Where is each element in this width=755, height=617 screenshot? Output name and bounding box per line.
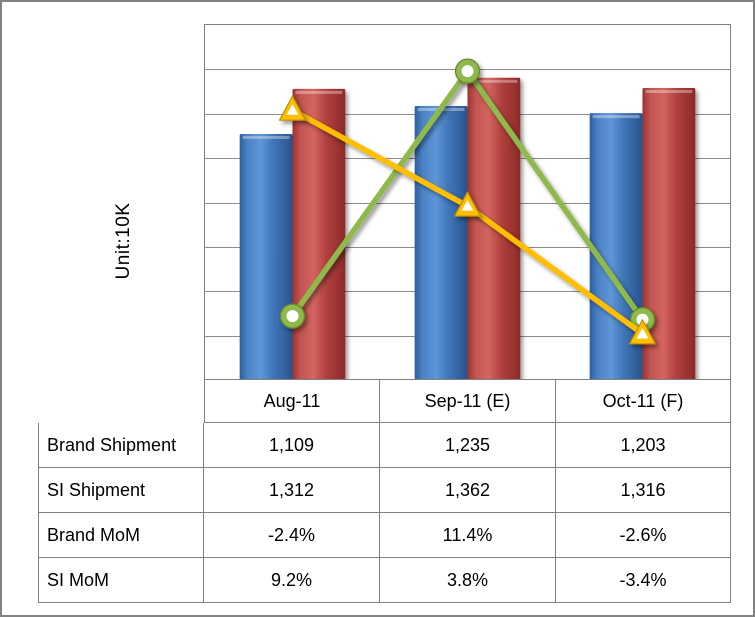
column-header-sep: Sep-11 (E) (380, 379, 556, 423)
si-shipment-bar (292, 88, 346, 381)
row-label-brand-shipment: Brand Shipment (38, 423, 204, 468)
si-shipment-bar (467, 77, 521, 381)
brand-mom-marker-center (286, 310, 299, 323)
si-mom-marker-center (636, 327, 649, 339)
brand-shipment-bar (239, 133, 293, 380)
row-label-si-shipment: SI Shipment (38, 468, 204, 513)
brand-mom-marker-center (461, 65, 474, 78)
table-value: 1,316 (556, 468, 731, 513)
si-shipment-bar-highlight (645, 90, 693, 94)
table-value: 1,312 (204, 468, 380, 513)
table-value: -3.4% (556, 558, 731, 603)
si-shipment-bar-highlight (295, 90, 343, 94)
y-axis-title: Unit:10K (113, 202, 134, 280)
table-value: 1,362 (380, 468, 556, 513)
bar-series (239, 77, 696, 381)
si-mom-marker-center (461, 200, 474, 211)
plot-area (204, 24, 731, 381)
line-series (278, 58, 657, 345)
brand-shipment-bar (589, 113, 643, 380)
chart-svg (205, 58, 730, 381)
table-value: 3.8% (380, 558, 556, 603)
table-value: 9.2% (204, 558, 380, 603)
brand-shipment-bar (414, 105, 468, 380)
column-header-aug: Aug-11 (204, 379, 380, 423)
table-value: -2.6% (556, 513, 731, 558)
table-corner-blank (38, 379, 204, 423)
brand-shipment-bar-highlight (242, 135, 290, 139)
table-value: -2.4% (204, 513, 380, 558)
table-value: 1,203 (556, 423, 731, 468)
column-header-oct: Oct-11 (F) (556, 379, 731, 423)
row-label-si-mom: SI MoM (38, 558, 204, 603)
table-value: 1,235 (380, 423, 556, 468)
si-shipment-bar (642, 88, 696, 380)
table-value: 11.4% (380, 513, 556, 558)
row-label-brand-mom: Brand MoM (38, 513, 204, 558)
brand-shipment-bar-highlight (592, 115, 640, 119)
table-value: 1,109 (204, 423, 380, 468)
si-shipment-bar-highlight (470, 79, 518, 83)
si-mom-marker-center (286, 104, 299, 115)
data-table: Aug-11 Sep-11 (E) Oct-11 (F) Brand Shipm… (38, 379, 731, 603)
